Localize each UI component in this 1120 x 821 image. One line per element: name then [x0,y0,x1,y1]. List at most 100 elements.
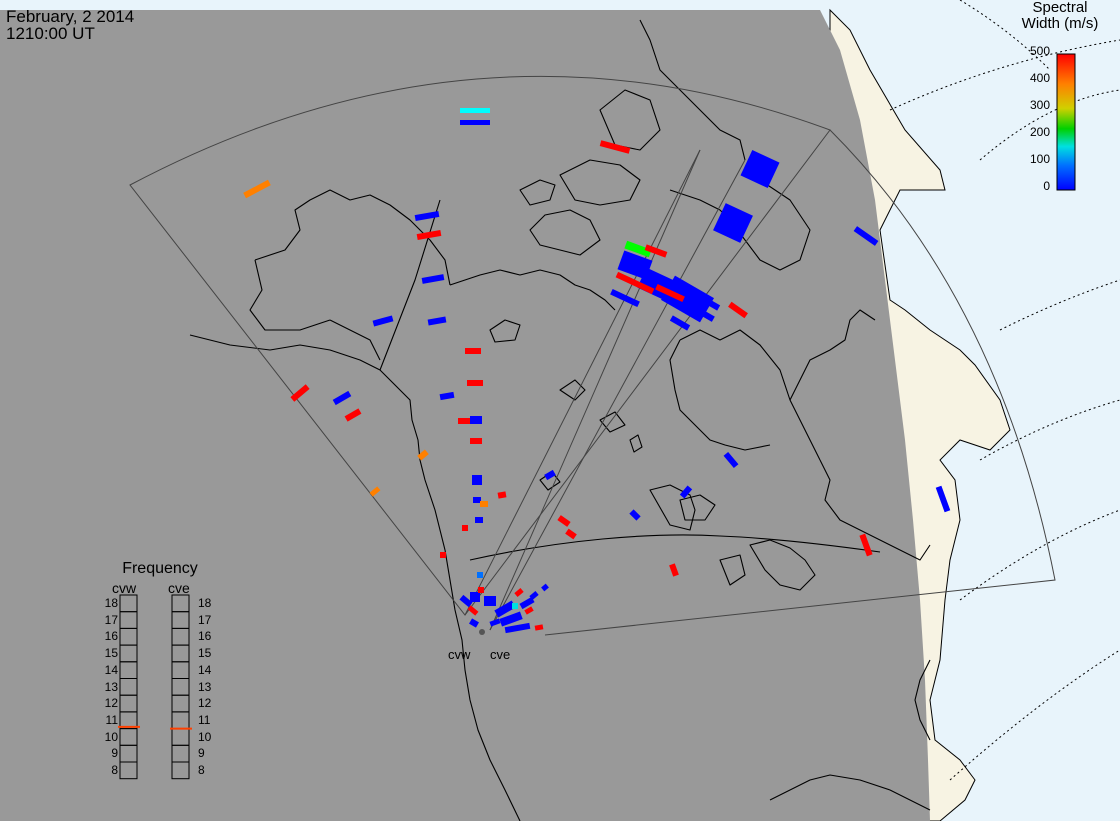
frequency-cell [171,761,190,780]
scatter-cell [565,528,577,540]
backscatter-data [243,108,951,634]
scatter-cell [740,149,780,189]
scatter-cell [655,283,685,303]
scatter-cell [624,240,652,258]
frequency-tick-left: 13 [104,679,118,694]
scatter-cell [470,438,482,444]
scatter-cell [723,451,739,469]
frequency-tick-right: 12 [198,696,212,711]
frequency-tick-left: 15 [104,646,118,661]
coastlines [189,19,931,821]
scatter-cell [544,469,556,481]
scatter-cell [610,288,640,308]
date-label: February, 2 2014 [6,7,135,26]
scatter-cell [414,210,440,222]
scatter-cell [421,274,445,284]
scatter-cell [935,485,951,513]
time-label: 1210:00 UT [6,24,95,43]
graticule [889,0,1120,781]
frequency-radar-label-cvw: cvw [112,580,137,596]
scatter-cell [615,271,655,295]
scatter-cell [853,226,879,246]
colorbar-tick: 200 [1029,125,1050,139]
colorbar [1056,53,1076,191]
scatter-cell [529,591,539,600]
colorbar-title: Spectral Width (m/s) [1010,0,1110,32]
frequency-tick-left: 9 [111,746,118,761]
scatter-cell [713,203,753,243]
colorbar-tick: 500 [1029,44,1050,58]
scatter-cell [524,606,534,615]
scatter-cell [669,563,679,577]
scatter-cell [372,315,394,327]
scatter-cell [475,517,483,523]
frequency-tick-left: 10 [104,729,118,744]
scatter-cell [470,416,482,424]
scatter-cell [462,525,468,531]
scatter-cell [417,449,429,461]
colorbar-title-line2: Width (m/s) [1021,15,1099,32]
scatter-cell [629,509,641,521]
scatter-cell [514,588,524,597]
scatter-cell [699,295,721,311]
scatter-cell [477,572,483,578]
scatter-cell [484,596,496,606]
scatter-cell [344,408,362,422]
frequency-tick-right: 18 [198,596,212,610]
scatter-cell [480,501,488,507]
frequency-tick-right: 16 [198,629,212,644]
scatter-cell [679,485,693,499]
frequency-tick-right: 15 [198,646,212,661]
frequency-tick-left: 17 [104,612,118,627]
scatter-cell [669,315,691,331]
frequency-cell [119,761,138,780]
frequency-tick-right: 17 [198,612,212,627]
scatter-cell [439,391,455,401]
night-region [0,10,930,821]
frequency-tick-right: 13 [198,679,212,694]
scatter-cell [460,108,490,113]
colorbar-tick: 300 [1029,98,1050,112]
scatter-cell [519,596,535,610]
frequency-tick-left: 8 [111,763,118,777]
frequency-tick-right: 10 [198,729,212,744]
scatter-cell [617,250,653,280]
scatter-cell [534,624,544,631]
scatter-cell [690,304,715,322]
colorbar-tick: 400 [1029,71,1050,85]
scatter-cell [504,622,531,634]
scatter-cell [465,348,481,354]
scatter-cell [512,603,518,609]
scatter-cell [290,384,310,402]
scatter-cell [458,418,472,424]
timestamp-block: February, 2 2014 1210:00 UT [6,8,134,42]
scatter-cell [467,605,479,616]
frequency-tick-right: 14 [198,662,212,677]
scatter-cell [472,475,482,485]
scatter-cell [427,316,447,326]
scatter-cell [499,611,523,627]
scatter-cell [467,380,483,386]
frequency-gauges [118,594,192,780]
colorbar-title-line1: Spectral [1032,0,1088,16]
scatter-cell [859,533,873,557]
frequency-tick-left: 18 [104,596,118,610]
station-label-cvw: cvw [448,647,471,662]
colorbar-tick: 100 [1029,152,1050,166]
colorbar-gradient [1056,53,1076,191]
scatter-cell [440,552,446,558]
scatter-cell [473,497,481,503]
scatter-cell [369,486,381,497]
frequency-tick-left: 14 [104,662,118,677]
scatter-cell [416,229,442,241]
radar-site-marker [479,629,485,635]
frequency-tick-left: 11 [105,712,118,727]
scatter-cell [478,587,484,593]
frequency-tick-left: 16 [104,629,118,644]
radar-fov [129,75,1056,636]
scatter-cell [469,618,479,628]
frequency-tick-right: 11 [198,712,211,727]
scatter-cell [728,301,748,319]
scatter-cell [332,390,352,406]
